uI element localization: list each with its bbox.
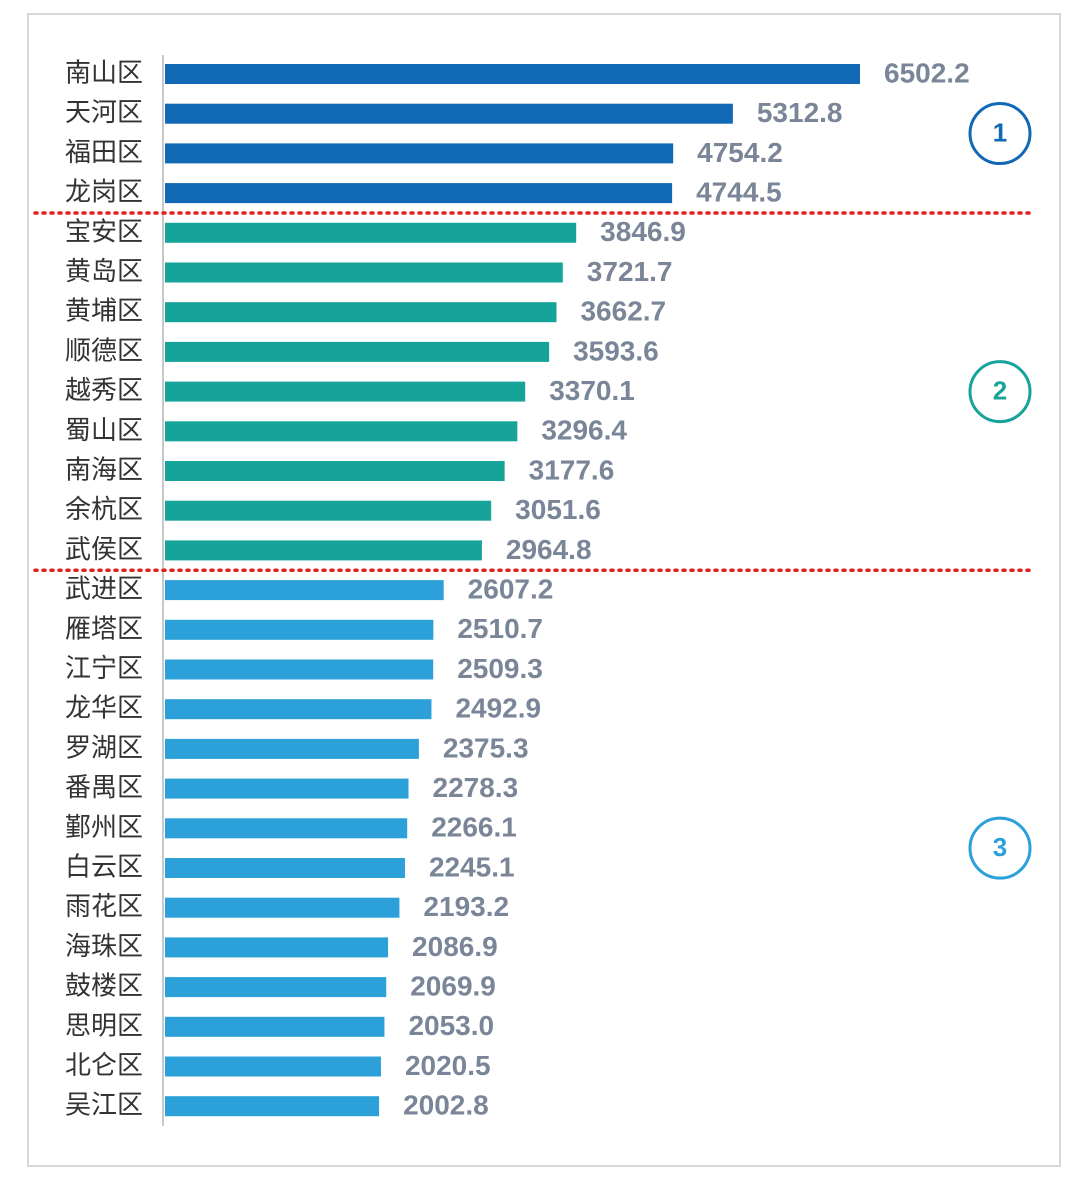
category-label: 雨花区	[65, 892, 143, 922]
value-label: 3051.6	[515, 494, 601, 525]
bar	[165, 64, 860, 84]
category-label: 天河区	[65, 98, 143, 128]
category-label: 武侯区	[65, 535, 143, 565]
bar	[165, 222, 577, 243]
bar	[165, 619, 434, 640]
bar	[165, 778, 409, 799]
category-label: 顺德区	[65, 336, 143, 366]
value-label: 4754.2	[697, 137, 783, 168]
value-label: 2492.9	[455, 693, 541, 724]
category-label: 海珠区	[65, 932, 143, 962]
value-label: 2002.8	[403, 1090, 489, 1121]
group-label: 1	[993, 117, 1007, 147]
category-label: 余杭区	[65, 495, 143, 525]
bar	[165, 341, 550, 362]
category-label: 鼓楼区	[65, 972, 143, 1002]
value-label: 2266.1	[431, 812, 517, 843]
category-label: 龙岗区	[65, 178, 143, 208]
value-label: 2510.7	[457, 613, 543, 644]
value-label: 2069.9	[410, 970, 496, 1001]
bar	[165, 302, 557, 323]
bar	[165, 937, 389, 958]
category-label: 南山区	[65, 59, 143, 89]
value-label: 5312.8	[757, 97, 843, 128]
group-marker	[968, 102, 1032, 166]
category-label: 番禺区	[65, 773, 143, 803]
bar	[165, 1096, 380, 1117]
category-label: 南海区	[65, 456, 143, 486]
category-label: 福田区	[65, 138, 143, 168]
bar	[165, 1056, 381, 1077]
value-label: 3296.4	[541, 415, 627, 446]
value-label: 2020.5	[405, 1050, 491, 1081]
bar	[165, 103, 733, 124]
bar	[165, 262, 563, 283]
category-label: 武进区	[65, 575, 143, 605]
category-label: 越秀区	[65, 376, 143, 406]
value-label: 3721.7	[587, 256, 673, 287]
category-label: 蜀山区	[65, 416, 143, 446]
group-marker	[968, 360, 1032, 424]
value-label: 2193.2	[423, 891, 509, 922]
bar	[165, 1016, 385, 1037]
value-label: 2509.3	[457, 653, 543, 684]
bar	[165, 659, 434, 680]
bar	[165, 461, 505, 481]
category-label: 龙华区	[65, 694, 143, 724]
category-label: 白云区	[65, 853, 143, 883]
bar	[165, 143, 674, 164]
value-label: 3370.1	[549, 375, 635, 406]
value-label: 3662.7	[580, 296, 666, 327]
category-label: 黄埔区	[65, 297, 143, 327]
value-label: 2375.3	[443, 732, 529, 763]
value-label: 4744.5	[696, 176, 782, 207]
bar	[165, 858, 405, 878]
value-label: 6502.2	[884, 57, 970, 88]
bar	[165, 540, 482, 561]
category-label: 北仑区	[65, 1051, 143, 1081]
bar	[165, 699, 432, 720]
group-label: 3	[993, 832, 1007, 862]
value-label: 2086.9	[412, 931, 498, 962]
bar	[165, 580, 444, 601]
value-label: 2278.3	[433, 772, 519, 803]
bar	[165, 421, 518, 442]
category-label: 宝安区	[65, 217, 143, 247]
value-label: 3177.6	[529, 454, 615, 485]
bar	[165, 183, 673, 204]
value-label: 3593.6	[573, 335, 659, 366]
value-label: 3846.9	[600, 216, 686, 247]
bar	[165, 381, 526, 402]
group-marker	[968, 816, 1032, 880]
value-label: 2245.1	[429, 851, 515, 882]
bar	[165, 738, 419, 759]
value-label: 2964.8	[506, 534, 592, 565]
bar	[165, 818, 408, 839]
value-label: 2607.2	[468, 573, 554, 604]
category-label: 罗湖区	[65, 733, 143, 763]
category-label: 鄞州区	[65, 813, 143, 843]
category-label: 吴江区	[65, 1091, 143, 1121]
category-label: 黄岛区	[65, 257, 143, 287]
bar	[165, 897, 400, 918]
category-label: 思明区	[65, 1011, 143, 1041]
category-label: 雁塔区	[65, 614, 143, 644]
bar	[165, 977, 387, 998]
group-label: 2	[993, 375, 1007, 405]
value-label: 2053.0	[408, 1010, 494, 1041]
bar	[165, 500, 492, 521]
category-label: 江宁区	[65, 654, 143, 684]
